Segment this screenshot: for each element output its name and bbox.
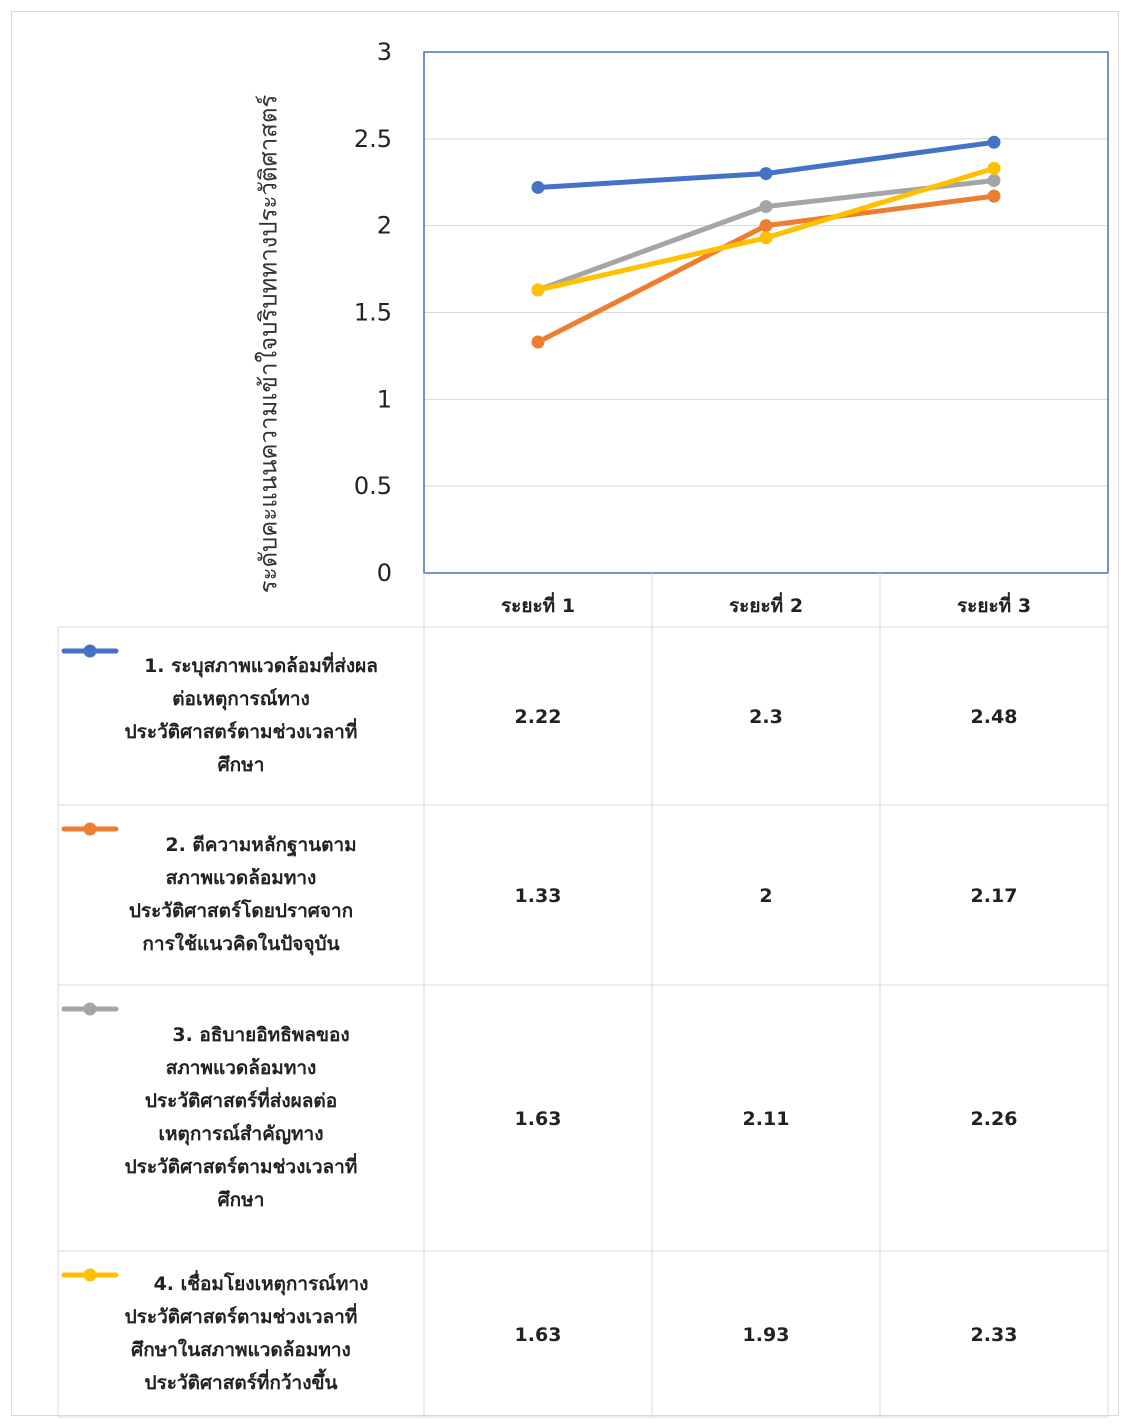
table-value-cell: 2.3 bbox=[749, 706, 783, 728]
legend-label-line: ประวัติศาสตร์ตามช่วงเวลาที่ bbox=[124, 721, 358, 743]
legend-label-line: สภาพแวดล้อมทาง bbox=[165, 1057, 317, 1079]
table-value-cell: 2.33 bbox=[971, 1324, 1018, 1346]
x-category-label: ระยะที่ 2 bbox=[729, 592, 803, 617]
x-category-label: ระยะที่ 1 bbox=[501, 592, 575, 617]
series-line bbox=[535, 193, 997, 345]
legend-label-line: ศึกษา bbox=[217, 1189, 265, 1211]
y-tick-label: 0 bbox=[377, 559, 392, 587]
legend-label-line: 4. เชื่อมโยงเหตุการณ์ทาง bbox=[153, 1273, 369, 1295]
table-value-cell: 2.48 bbox=[971, 706, 1018, 728]
y-tick-label: 1.5 bbox=[354, 299, 392, 327]
data-point bbox=[759, 231, 773, 245]
legend-key-marker bbox=[83, 822, 97, 836]
y-tick-label: 0.5 bbox=[354, 472, 392, 500]
legend-label-line: ประวัติศาสตร์ตามช่วงเวลาที่ bbox=[124, 1306, 358, 1328]
table-value-cell: 2.26 bbox=[971, 1108, 1018, 1130]
legend-key-marker bbox=[83, 644, 97, 658]
legend-label-line: ประวัติศาสตร์ตามช่วงเวลาที่ bbox=[124, 1156, 358, 1178]
legend-label-line: สภาพแวดล้อมทาง bbox=[165, 867, 317, 889]
legend-key-marker bbox=[83, 1002, 97, 1016]
plot-area-border bbox=[423, 51, 1109, 574]
table-value-cell: 1.63 bbox=[515, 1108, 562, 1130]
legend-label-line: เหตุการณ์สำคัญทาง bbox=[158, 1123, 324, 1145]
table-value-cell: 1.63 bbox=[515, 1324, 562, 1346]
data-point bbox=[531, 180, 545, 194]
data-point bbox=[987, 135, 1001, 149]
y-tick-label: 3 bbox=[377, 38, 392, 66]
data-point bbox=[987, 174, 1001, 188]
legend-label: 2. ตีความหลักฐานตามสภาพแวดล้อมทางประวัติ… bbox=[58, 829, 424, 961]
legend-label-line: 1. ระบุสภาพแวดล้อมที่ส่งผล bbox=[144, 655, 378, 677]
table-value-cell: 2.22 bbox=[515, 706, 562, 728]
legend-label-line: ศึกษาในสภาพแวดล้อมทาง bbox=[131, 1339, 351, 1361]
legend-label-line: ประวัติศาสตร์โดยปราศจาก bbox=[128, 900, 354, 922]
data-point bbox=[531, 335, 545, 349]
data-point bbox=[987, 189, 1001, 203]
legend-label-line: 2. ตีความหลักฐานตาม bbox=[165, 834, 357, 856]
y-tick-label: 1 bbox=[377, 385, 392, 413]
legend-label-line: ต่อเหตุการณ์ทาง bbox=[172, 688, 310, 710]
table-value-cell: 1.93 bbox=[743, 1324, 790, 1346]
legend-label-line: ประวัติศาสตร์ที่ส่งผลต่อ bbox=[144, 1090, 338, 1112]
legend-label-line: ศึกษา bbox=[217, 754, 265, 776]
data-point bbox=[531, 283, 545, 297]
x-category-label: ระยะที่ 3 bbox=[957, 592, 1031, 617]
legend-label-line: ประวัติศาสตร์ที่กว้างขึ้น bbox=[144, 1372, 338, 1394]
data-point bbox=[759, 167, 773, 181]
legend-label-line: การใช้แนวคิดในปัจจุบัน bbox=[142, 933, 340, 955]
legend-label: 4. เชื่อมโยงเหตุการณ์ทางประวัติศาสตร์ตาม… bbox=[58, 1268, 424, 1400]
data-point bbox=[759, 219, 773, 233]
y-tick-label: 2 bbox=[377, 212, 392, 240]
table-value-cell: 1.33 bbox=[515, 885, 562, 907]
series-line bbox=[535, 139, 997, 190]
data-point bbox=[759, 200, 773, 214]
table-value-cell: 2.11 bbox=[743, 1108, 790, 1130]
y-tick-label: 2.5 bbox=[354, 125, 392, 153]
y-axis-title: ระดับคะแนนความเข้าใจบริบททางประวัติศาสตร… bbox=[254, 94, 283, 594]
table-value-cell: 2 bbox=[759, 885, 772, 907]
legend-label: 3. อธิบายอิทธิพลของสภาพแวดล้อมทางประวัติ… bbox=[58, 1019, 424, 1217]
legend-label-line: 3. อธิบายอิทธิพลของ bbox=[172, 1024, 350, 1046]
legend-key-marker bbox=[83, 1268, 97, 1282]
legend-label: 1. ระบุสภาพแวดล้อมที่ส่งผลต่อเหตุการณ์ทา… bbox=[58, 650, 424, 782]
table-value-cell: 2.17 bbox=[971, 885, 1018, 907]
chart-frame bbox=[11, 11, 1119, 1416]
data-point bbox=[987, 161, 1001, 175]
